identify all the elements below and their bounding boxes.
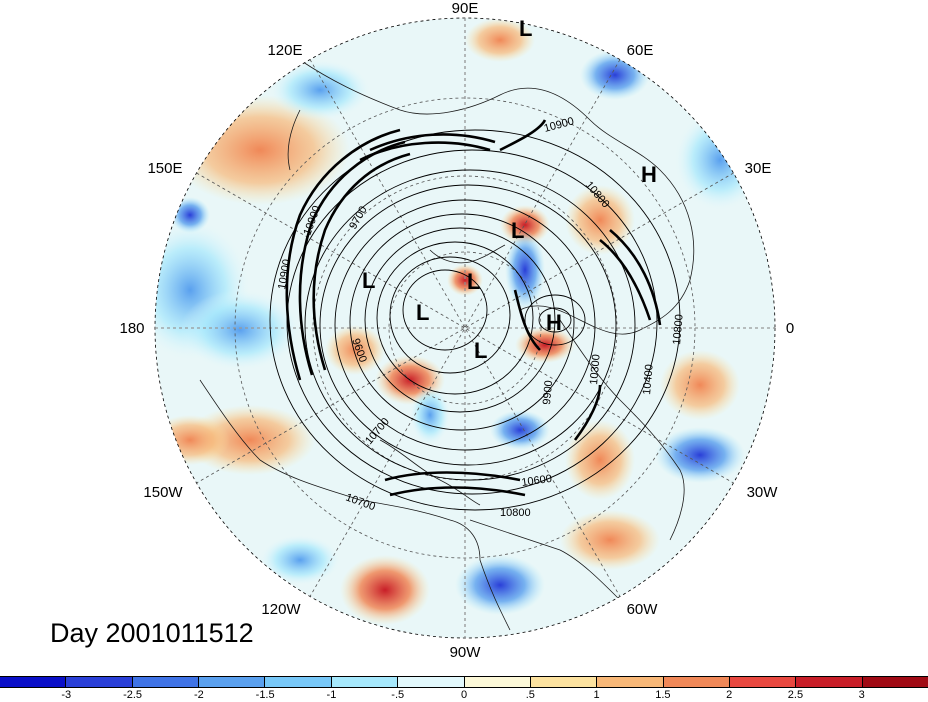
colorbar-tick-label: -2.5	[123, 689, 143, 701]
colorbar-cell	[862, 677, 928, 687]
low-marker: L	[467, 269, 480, 294]
colorbar-cell	[663, 677, 730, 687]
low-marker: L	[416, 300, 429, 325]
longitude-labels: 90E 60E 30E 0 30W 60W 90W 120W 150W 180 …	[119, 0, 794, 661]
height-contours	[269, 129, 681, 511]
colorbar-tick-label: 2	[726, 689, 733, 701]
contour-label: 10400	[641, 364, 656, 396]
low-marker: L	[511, 218, 524, 243]
graticule	[154, 17, 776, 639]
lon-label-30w: 30W	[747, 484, 779, 501]
colorbar-cell	[398, 677, 465, 687]
lon-label-150e: 150E	[147, 160, 182, 177]
high-marker: H	[641, 162, 657, 187]
lon-label-180: 180	[119, 320, 144, 337]
colorbar-tick-label: 0	[460, 689, 468, 701]
contour-label: 9900	[541, 380, 555, 405]
low-marker: L	[474, 338, 487, 363]
lon-label-90e: 90E	[452, 0, 479, 17]
colorbar-cell	[796, 677, 863, 687]
contour-label: 10300	[588, 354, 603, 386]
lon-label-90w: 90W	[450, 644, 482, 661]
pressure-centers: L H L L L L H L	[362, 16, 657, 363]
date-label: Day 2001011512	[50, 618, 254, 648]
colorbar-tick-label: .5	[525, 689, 535, 701]
high-marker: H	[546, 310, 562, 335]
colorbar	[0, 676, 928, 688]
lon-label-120w: 120W	[261, 601, 301, 618]
lon-label-60e: 60E	[627, 42, 654, 59]
colorbar-cell	[132, 677, 200, 687]
colorbar-tick-label: 1.5	[655, 689, 671, 701]
colorbar-cell	[199, 677, 266, 687]
colorbar-tick-label: -1.5	[255, 689, 275, 701]
colorbar-cell	[464, 677, 531, 687]
colorbar-cell	[0, 677, 67, 687]
colorbar-tick-label: -3	[61, 689, 72, 701]
contour-label: 10800	[671, 314, 686, 346]
lon-label-30e: 30E	[745, 160, 772, 177]
colorbar-cell	[530, 677, 598, 687]
jet-contours	[285, 119, 662, 497]
low-marker: L	[362, 268, 375, 293]
colorbar-tick-label: -1	[326, 689, 337, 701]
colorbar-cell	[66, 677, 133, 687]
colorbar-tick-label: -2	[193, 689, 204, 701]
coastlines	[199, 59, 695, 631]
lon-label-150w: 150W	[143, 484, 183, 501]
colorbar-tick-label: 3	[858, 689, 865, 701]
lon-label-60w: 60W	[627, 601, 659, 618]
contour-label: 10900	[276, 258, 293, 290]
contour-label: 10600	[521, 473, 553, 489]
colorbar-cell	[331, 677, 399, 687]
low-marker: L	[519, 16, 532, 41]
lon-label-0: 0	[786, 320, 794, 337]
colorbar-tick-label: -.5	[391, 689, 405, 701]
colorbar-tick-label: 2.5	[787, 689, 804, 701]
lon-label-120e: 120E	[267, 42, 302, 59]
contour-label: 10800	[500, 507, 531, 519]
colorbar-tick-label: 1	[593, 689, 600, 701]
colorbar-cell	[597, 677, 664, 687]
colorbar-cell	[265, 677, 332, 687]
colorbar-cell	[729, 677, 797, 687]
